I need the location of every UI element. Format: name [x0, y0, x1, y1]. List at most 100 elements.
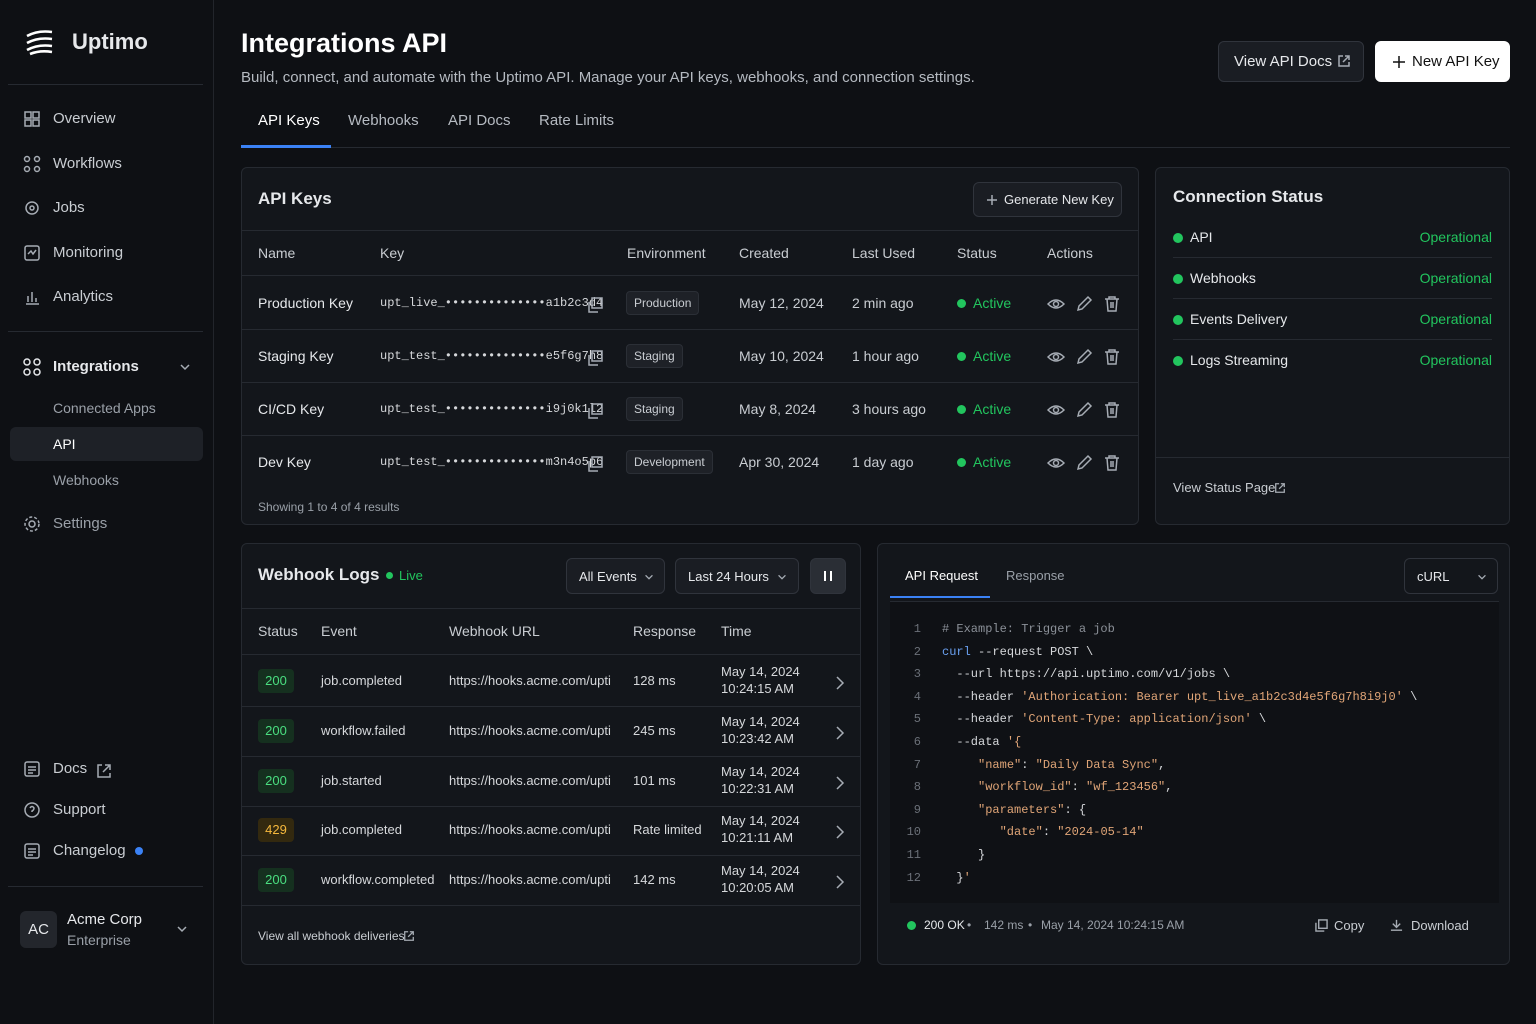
- nav-item[interactable]: Integrations: [53, 358, 139, 375]
- code-panel: API Request Response cURL 1 # Example: Tr…: [877, 543, 1510, 965]
- delete-icon: [1103, 295, 1119, 312]
- view-icon: [1046, 348, 1066, 364]
- time-date: May 14, 2024: [721, 763, 800, 779]
- nav-item[interactable]: Docs: [53, 760, 88, 777]
- code-line: --header 'Authorication: Bearer upt_live…: [942, 689, 1418, 704]
- edit-icon: [1075, 348, 1093, 365]
- row-divider: [242, 755, 860, 757]
- line-number: 8: [913, 780, 921, 795]
- line-number: 3: [913, 667, 921, 682]
- row-divider: [242, 382, 1138, 383]
- time-clock: 10:23:42 AM: [721, 730, 794, 746]
- row-divider: [242, 805, 860, 807]
- row-chevron: [831, 873, 845, 889]
- column-header: Last Used: [852, 245, 916, 261]
- created-date: Apr 30, 2024: [739, 454, 820, 470]
- row-chevron: [831, 823, 845, 839]
- chevron: [180, 364, 190, 371]
- column-header: Created: [739, 245, 789, 261]
- line-number: 1: [913, 622, 921, 636]
- row-divider: [242, 905, 860, 907]
- nav-item[interactable]: Jobs: [53, 199, 85, 216]
- row-chevron: [831, 674, 845, 690]
- dropdown[interactable]: All Events: [566, 558, 665, 594]
- response: 101 ms: [633, 772, 676, 788]
- dropdown-label: All Events: [579, 569, 637, 584]
- copy-icon: [586, 402, 603, 419]
- tab[interactable]: API Keys: [258, 112, 320, 129]
- code-line: "parameters": {: [978, 802, 1087, 817]
- panel-title: Webhook Logs: [258, 565, 380, 584]
- page-subtitle: Build, connect, and automate with the Up…: [241, 69, 975, 86]
- account-name[interactable]: Acme Corp: [67, 911, 143, 928]
- webhook-url: https://hooks.acme.com/uptimo: [449, 872, 611, 888]
- last-used: 3 hours ago: [852, 401, 926, 417]
- webhook-url: https://hooks.acme.com/uptimo: [449, 822, 611, 838]
- button[interactable]: View API Docs: [1218, 41, 1364, 82]
- time-clock: 10:21:11 AM: [721, 830, 794, 846]
- view-icon: [1046, 295, 1066, 311]
- nav-item[interactable]: Analytics: [53, 288, 114, 305]
- line-number: 11: [906, 848, 921, 862]
- pause-button[interactable]: [810, 558, 846, 594]
- tab[interactable]: API Docs: [448, 112, 511, 129]
- sub-nav-item[interactable]: Connected Apps: [53, 400, 156, 416]
- button[interactable]: Generate New Key: [973, 182, 1122, 217]
- event-name: workflow.failed: [321, 722, 406, 738]
- chevron[interactable]: [175, 922, 189, 936]
- status-badge: 200: [258, 868, 294, 893]
- tab[interactable]: Rate Limits: [539, 112, 615, 129]
- webhook-url: https://hooks.acme.com/uptimo: [449, 772, 611, 788]
- line-number: 4: [913, 689, 921, 704]
- nav-item[interactable]: Settings: [53, 515, 108, 532]
- line-number: 10: [906, 825, 921, 840]
- webhook-link[interactable]: View all webhook deliveries: [258, 929, 405, 943]
- code-line: }': [942, 870, 971, 885]
- delete-icon: [1103, 454, 1119, 471]
- time-clock: 10:24:15 AM: [721, 681, 794, 696]
- column-header: Time: [721, 623, 752, 639]
- sub-nav-item[interactable]: Webhooks: [53, 472, 119, 488]
- nav-icon: [23, 801, 41, 819]
- nav-item[interactable]: Support: [53, 801, 106, 818]
- nav-item[interactable]: Changelog: [53, 842, 126, 859]
- tab[interactable]: Webhooks: [348, 112, 419, 129]
- avatar: AC: [20, 911, 57, 948]
- response: Rate limited: [633, 822, 702, 838]
- dropdown[interactable]: Last 24 Hours: [675, 558, 799, 594]
- nav-item[interactable]: Monitoring: [53, 244, 124, 261]
- event-name: job.completed: [321, 673, 402, 688]
- time-clock: 10:20:05 AM: [721, 880, 794, 896]
- tab[interactable]: API Request: [905, 568, 978, 583]
- service-status: Operational: [1419, 229, 1492, 245]
- status-label: Active: [973, 295, 1012, 311]
- button-primary[interactable]: New API Key: [1375, 41, 1510, 82]
- code-line: "workflow_id": "wf_123456",: [978, 780, 1173, 795]
- row-chevron: [831, 774, 845, 790]
- view-icon: [1046, 401, 1066, 417]
- sub-nav-item[interactable]: API: [53, 436, 76, 452]
- tab[interactable]: Response: [1006, 568, 1065, 583]
- download-button[interactable]: Download: [1411, 918, 1469, 933]
- edit-icon: [1075, 401, 1093, 418]
- copy-button[interactable]: Copy: [1334, 918, 1365, 933]
- code-line: curl --request POST \: [942, 644, 1094, 659]
- view-icon: [1046, 454, 1066, 470]
- created-date: May 12, 2024: [739, 295, 824, 311]
- code-line: # Example: Trigger a job: [942, 622, 1115, 636]
- button-label: Generate New Key: [1004, 192, 1114, 207]
- status-link[interactable]: View Status Page: [1173, 480, 1276, 495]
- nav-item[interactable]: Workflows: [53, 155, 122, 172]
- language-select[interactable]: cURL: [1404, 558, 1498, 594]
- code-line: }: [942, 848, 986, 862]
- nav-icon: [23, 110, 41, 128]
- status-dot: [957, 405, 966, 414]
- code-line: --url https://api.uptimo.com/v1/jobs \: [942, 667, 1231, 682]
- service-name: Webhooks: [1190, 270, 1256, 286]
- delete-icon: [1103, 348, 1119, 365]
- row-divider: [1173, 298, 1492, 299]
- code-line: "name": "Daily Data Sync",: [978, 757, 1166, 772]
- last-used: 1 hour ago: [852, 348, 919, 364]
- line-number: 9: [913, 802, 921, 817]
- nav-item[interactable]: Overview: [53, 110, 116, 127]
